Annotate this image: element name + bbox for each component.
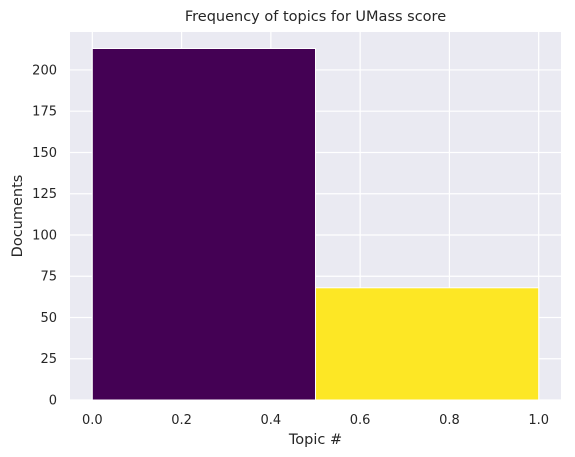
y-tick-label: 100 (32, 228, 57, 243)
x-tick-label: 0.4 (261, 413, 282, 428)
y-axis-label: Documents (10, 175, 26, 258)
x-tick-label: 0.6 (350, 413, 371, 428)
x-axis-label: Topic # (288, 432, 342, 448)
y-tick-label: 25 (40, 352, 57, 367)
bars (91, 48, 540, 401)
x-tick-label: 0.8 (439, 413, 460, 428)
chart-title: Frequency of topics for UMass score (185, 9, 446, 25)
y-tick-label: 175 (32, 105, 57, 120)
y-tick-label: 150 (32, 146, 57, 161)
x-tick-label: 0.2 (171, 413, 192, 428)
y-tick-label: 0 (49, 394, 57, 409)
bar-1 (315, 287, 540, 401)
y-tick-label: 75 (40, 270, 57, 285)
bar-0 (91, 48, 317, 401)
x-tick-label: 1.0 (528, 413, 549, 428)
y-tick-labels: 0 25 50 75 100 125 150 175 200 (32, 63, 57, 408)
x-tick-label: 0.0 (82, 413, 103, 428)
y-tick-label: 50 (40, 311, 57, 326)
y-tick-label: 125 (32, 187, 57, 202)
x-tick-labels: 0.0 0.2 0.4 0.6 0.8 1.0 (82, 413, 549, 428)
y-tick-label: 200 (32, 63, 57, 78)
